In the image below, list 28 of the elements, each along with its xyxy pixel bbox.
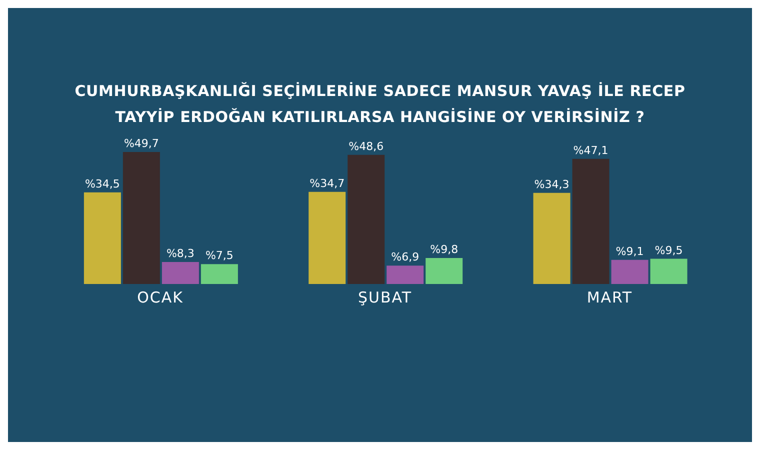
x-tick-label: ŞUBAT [358, 288, 412, 307]
bar [200, 264, 238, 284]
data-label: %7,5 [205, 249, 234, 262]
data-label: %8,3 [166, 246, 194, 260]
bar [611, 260, 648, 284]
data-label: %49,7 [124, 137, 159, 150]
x-tick-label: MART [586, 288, 633, 307]
bar [162, 262, 199, 284]
data-label: %9,5 [654, 244, 683, 257]
data-label: %34,3 [534, 178, 570, 191]
bar [533, 192, 570, 284]
bar [650, 258, 688, 284]
bar [84, 192, 121, 284]
bar [308, 192, 346, 284]
bar [572, 158, 610, 284]
data-label: %9,8 [430, 242, 458, 256]
data-label: %9,1 [616, 244, 644, 258]
data-label: %34,7 [310, 176, 345, 190]
data-label: %34,5 [84, 177, 120, 190]
data-label: %6,9 [391, 250, 420, 264]
chart-title: CUMHURBAŞKANLIĞI SEÇİMLERİNE SADECE MANSUR YAVAŞ İLE RECEP TAYYİP ERDOĞAN KATILIRLARSA HANGİSİNE OY VERİRSİNİZ ? [74, 81, 686, 128]
data-label: %47,1 [573, 144, 608, 157]
x-tick-label: OCAK [137, 288, 184, 307]
bar [348, 154, 385, 284]
data-label: %48,6 [348, 140, 384, 153]
bar [122, 152, 160, 284]
bar [426, 258, 463, 284]
bar [386, 266, 424, 284]
